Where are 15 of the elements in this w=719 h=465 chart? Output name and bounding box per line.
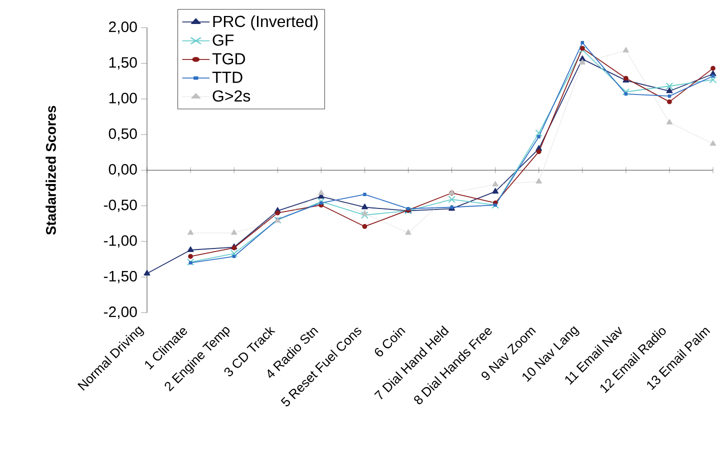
legend-label: GF <box>212 34 234 46</box>
y-tick-label: 2,00 <box>109 21 137 34</box>
y-tick-label: -1,50 <box>104 270 137 284</box>
y-tick-label: 1,50 <box>109 57 137 70</box>
y-tick-label: 0,50 <box>108 128 137 141</box>
y-tick-label: -0,50 <box>104 200 137 212</box>
y-tick-label: 1,00 <box>109 92 137 106</box>
y-tick-label: -2,00 <box>104 306 137 319</box>
y-tick-label: -1,00 <box>104 235 137 248</box>
y-tick-label: 0,00 <box>108 164 137 176</box>
legend-label: TTD <box>212 72 242 83</box>
legend-label: G>2s <box>212 90 250 102</box>
legend-label: TGD <box>212 53 245 64</box>
y-axis-title: Stadardized Scores <box>46 106 56 235</box>
legend-label: PRC (Inverted) <box>213 15 318 30</box>
